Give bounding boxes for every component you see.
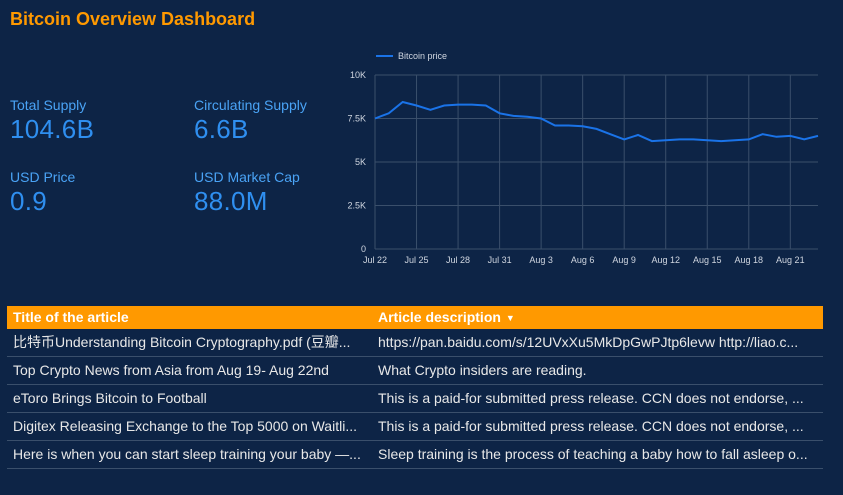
dashboard-title: Bitcoin Overview Dashboard [10, 9, 256, 29]
article-title-cell: Digitex Releasing Exchange to the Top 50… [13, 418, 357, 434]
x-tick-label: Aug 6 [571, 255, 595, 265]
kpi-label: Total Supply [10, 97, 87, 113]
articles-table: Title of the article Article description… [7, 306, 823, 469]
x-tick-label: Aug 9 [612, 255, 636, 265]
x-tick-label: Jul 31 [488, 255, 512, 265]
column-header-description[interactable]: Article description ▼ [372, 306, 823, 329]
y-tick-label: 0 [361, 244, 366, 254]
table-row[interactable]: eToro Brings Bitcoin to Football This is… [7, 385, 823, 413]
article-description-cell: This is a paid-for submitted press relea… [378, 418, 804, 434]
y-tick-label: 2.5K [347, 201, 366, 211]
kpi-value: 104.6B [10, 114, 95, 144]
kpi-label: Circulating Supply [194, 97, 307, 113]
table-row[interactable]: Digitex Releasing Exchange to the Top 50… [7, 413, 823, 441]
article-description-cell: What Crypto insiders are reading. [378, 362, 587, 378]
article-title-cell: eToro Brings Bitcoin to Football [13, 390, 207, 406]
x-tick-label: Aug 15 [693, 255, 722, 265]
kpi-value: 88.0M [194, 186, 268, 216]
x-tick-label: Aug 21 [776, 255, 805, 265]
bitcoin-price-chart[interactable]: 0 2.5K 5K 7.5K 10K Jul 22 Jul 25 Jul 28 Jul 31 Au… [330, 45, 835, 275]
x-tick-label: Aug 3 [529, 255, 553, 265]
article-description-cell: Sleep training is the process of teachin… [378, 446, 808, 462]
article-title-cell: Here is when you can start sleep trainin… [13, 446, 361, 462]
kpi-label: USD Price [10, 169, 76, 185]
table-row[interactable]: Here is when you can start sleep trainin… [7, 441, 823, 469]
article-description-cell: https://pan.baidu.com/s/12UVxXu5MkDpGwPJ… [378, 334, 799, 350]
article-title-cell: 比特币Understanding Bitcoin Cryptography.pd… [13, 334, 351, 350]
series-line-bitcoin-price [374, 100, 819, 143]
legend-label: Bitcoin price [398, 51, 447, 61]
x-tick-label: Jul 25 [405, 255, 429, 265]
kpi-total-supply: Total Supply 104.6B [10, 97, 94, 145]
column-header-description-label: Article description [378, 309, 501, 325]
table-header: Title of the article Article description… [7, 306, 823, 329]
table-row[interactable]: Top Crypto News from Asia from Aug 19- A… [7, 357, 823, 385]
x-tick-label: Jul 22 [363, 255, 387, 265]
table-row[interactable]: 比特币Understanding Bitcoin Cryptography.pd… [7, 329, 823, 357]
kpi-value: 0.9 [10, 186, 48, 216]
x-tick-label: Aug 18 [735, 255, 764, 265]
article-title-cell: Top Crypto News from Asia from Aug 19- A… [13, 362, 329, 378]
kpi-usd-market-cap: USD Market Cap 88.0M [194, 169, 300, 217]
column-header-title[interactable]: Title of the article [13, 309, 129, 325]
article-description-cell: This is a paid-for submitted press relea… [378, 390, 804, 406]
x-tick-label: Aug 12 [651, 255, 680, 265]
kpi-circulating-supply: Circulating Supply 6.6B [194, 97, 307, 145]
y-tick-label: 7.5K [347, 114, 366, 124]
kpi-label: USD Market Cap [194, 169, 300, 185]
y-tick-label: 10K [350, 70, 366, 80]
kpi-value: 6.6B [194, 114, 249, 144]
sort-desc-icon[interactable]: ▼ [505, 313, 515, 323]
y-tick-label: 5K [355, 157, 366, 167]
x-tick-label: Jul 28 [446, 255, 470, 265]
kpi-usd-price: USD Price 0.9 [10, 169, 75, 217]
